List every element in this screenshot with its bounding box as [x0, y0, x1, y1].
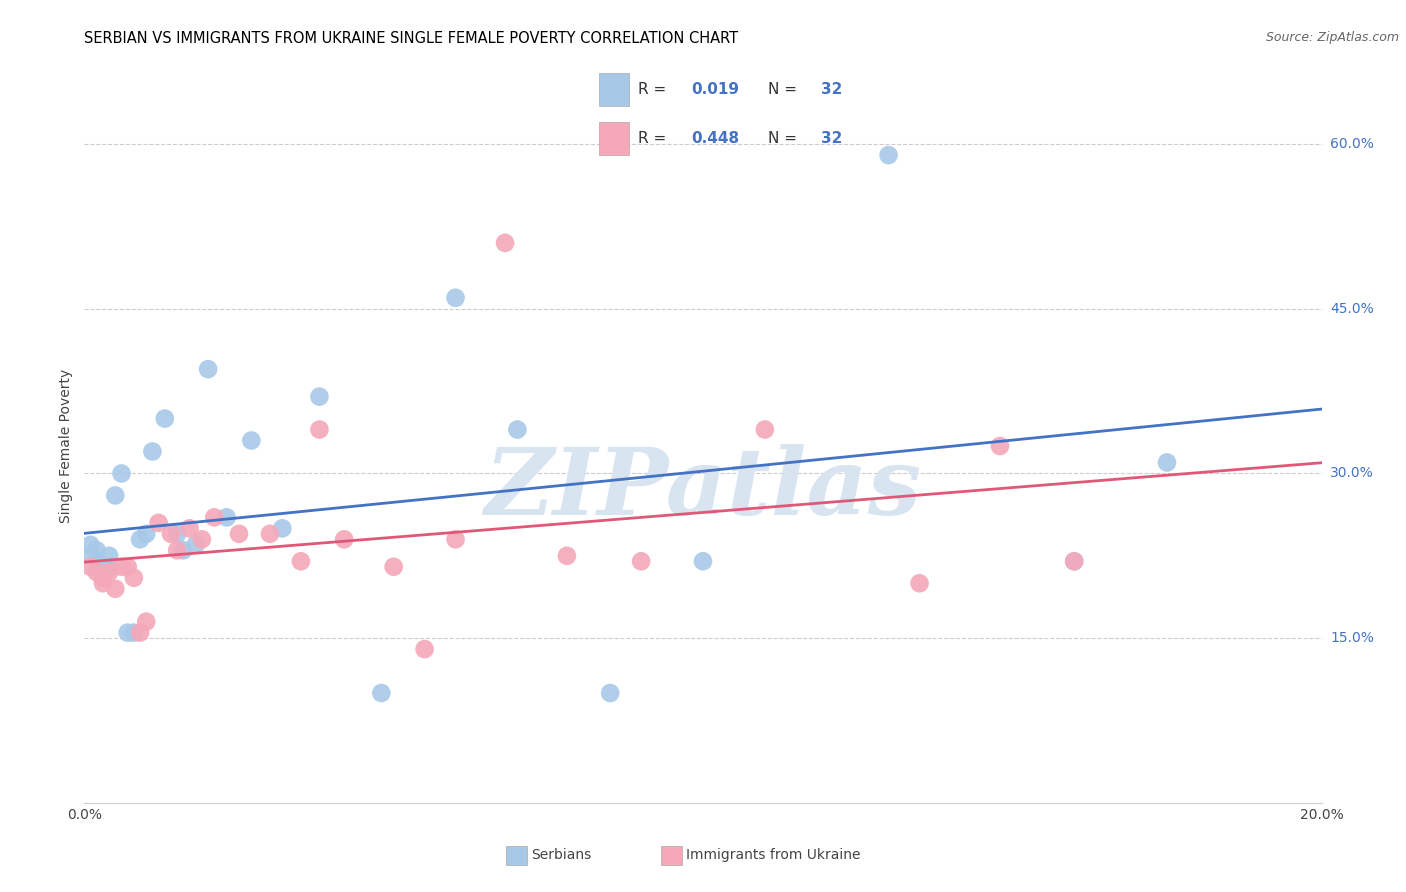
Point [444, 291, 467, 305]
Point [153, 411, 176, 425]
Text: Immigrants from Ukraine: Immigrants from Ukraine [686, 848, 860, 863]
Text: 45.0%: 45.0% [1330, 301, 1374, 316]
Point [104, 582, 127, 596]
Point [86, 566, 108, 580]
FancyBboxPatch shape [599, 73, 628, 105]
Point [122, 571, 145, 585]
Point [166, 543, 188, 558]
FancyBboxPatch shape [599, 122, 628, 155]
Point [117, 625, 139, 640]
Point [98, 566, 121, 580]
Point [215, 510, 238, 524]
Point [754, 423, 776, 437]
Point [122, 625, 145, 640]
Text: N =: N = [768, 81, 807, 96]
Point [179, 521, 201, 535]
Text: 32: 32 [821, 81, 842, 96]
Point [197, 362, 219, 376]
Point [86, 554, 108, 568]
Point [98, 549, 121, 563]
Point [555, 549, 578, 563]
Point [129, 533, 152, 547]
Point [129, 625, 152, 640]
Point [184, 538, 207, 552]
Point [172, 543, 194, 558]
Point [110, 467, 132, 481]
Text: ZIPatlas: ZIPatlas [485, 444, 921, 533]
Point [104, 488, 127, 502]
Point [1063, 554, 1085, 568]
Text: SERBIAN VS IMMIGRANTS FROM UKRAINE SINGLE FEMALE POVERTY CORRELATION CHART: SERBIAN VS IMMIGRANTS FROM UKRAINE SINGL… [84, 31, 738, 46]
Point [110, 559, 132, 574]
Point [413, 642, 436, 657]
Point [290, 554, 312, 568]
Point [908, 576, 931, 591]
Point [191, 533, 214, 547]
Point [1156, 455, 1178, 469]
Point [202, 510, 225, 524]
Point [271, 521, 294, 535]
Point [166, 526, 188, 541]
Text: R =: R = [638, 81, 676, 96]
Point [240, 434, 263, 448]
Point [228, 526, 250, 541]
Point [692, 554, 714, 568]
Text: 30.0%: 30.0% [1330, 467, 1374, 481]
Point [91, 559, 114, 574]
Point [599, 686, 621, 700]
Point [308, 423, 330, 437]
Point [135, 526, 157, 541]
Point [877, 148, 900, 162]
Text: R =: R = [638, 131, 676, 146]
Point [135, 615, 157, 629]
Text: 15.0%: 15.0% [1330, 632, 1374, 645]
Point [148, 516, 170, 530]
Point [444, 533, 467, 547]
Point [630, 554, 652, 568]
Point [494, 235, 516, 250]
Point [370, 686, 392, 700]
Point [117, 559, 139, 574]
Text: Source: ZipAtlas.com: Source: ZipAtlas.com [1265, 31, 1399, 45]
Point [506, 423, 529, 437]
Y-axis label: Single Female Poverty: Single Female Poverty [59, 369, 73, 523]
Text: 32: 32 [821, 131, 842, 146]
Point [308, 390, 330, 404]
Point [160, 526, 183, 541]
Point [988, 439, 1011, 453]
Point [79, 538, 101, 552]
Text: N =: N = [768, 131, 807, 146]
Point [79, 549, 101, 563]
Text: 0.019: 0.019 [690, 81, 740, 96]
Text: Serbians: Serbians [531, 848, 592, 863]
Point [86, 543, 108, 558]
Point [91, 559, 114, 574]
Point [79, 559, 101, 574]
Point [333, 533, 356, 547]
Point [382, 559, 405, 574]
Point [91, 576, 114, 591]
Point [1063, 554, 1085, 568]
Point [259, 526, 281, 541]
Text: 60.0%: 60.0% [1330, 137, 1374, 151]
Point [98, 559, 121, 574]
Text: 0.448: 0.448 [690, 131, 740, 146]
Point [141, 444, 163, 458]
Point [91, 571, 114, 585]
